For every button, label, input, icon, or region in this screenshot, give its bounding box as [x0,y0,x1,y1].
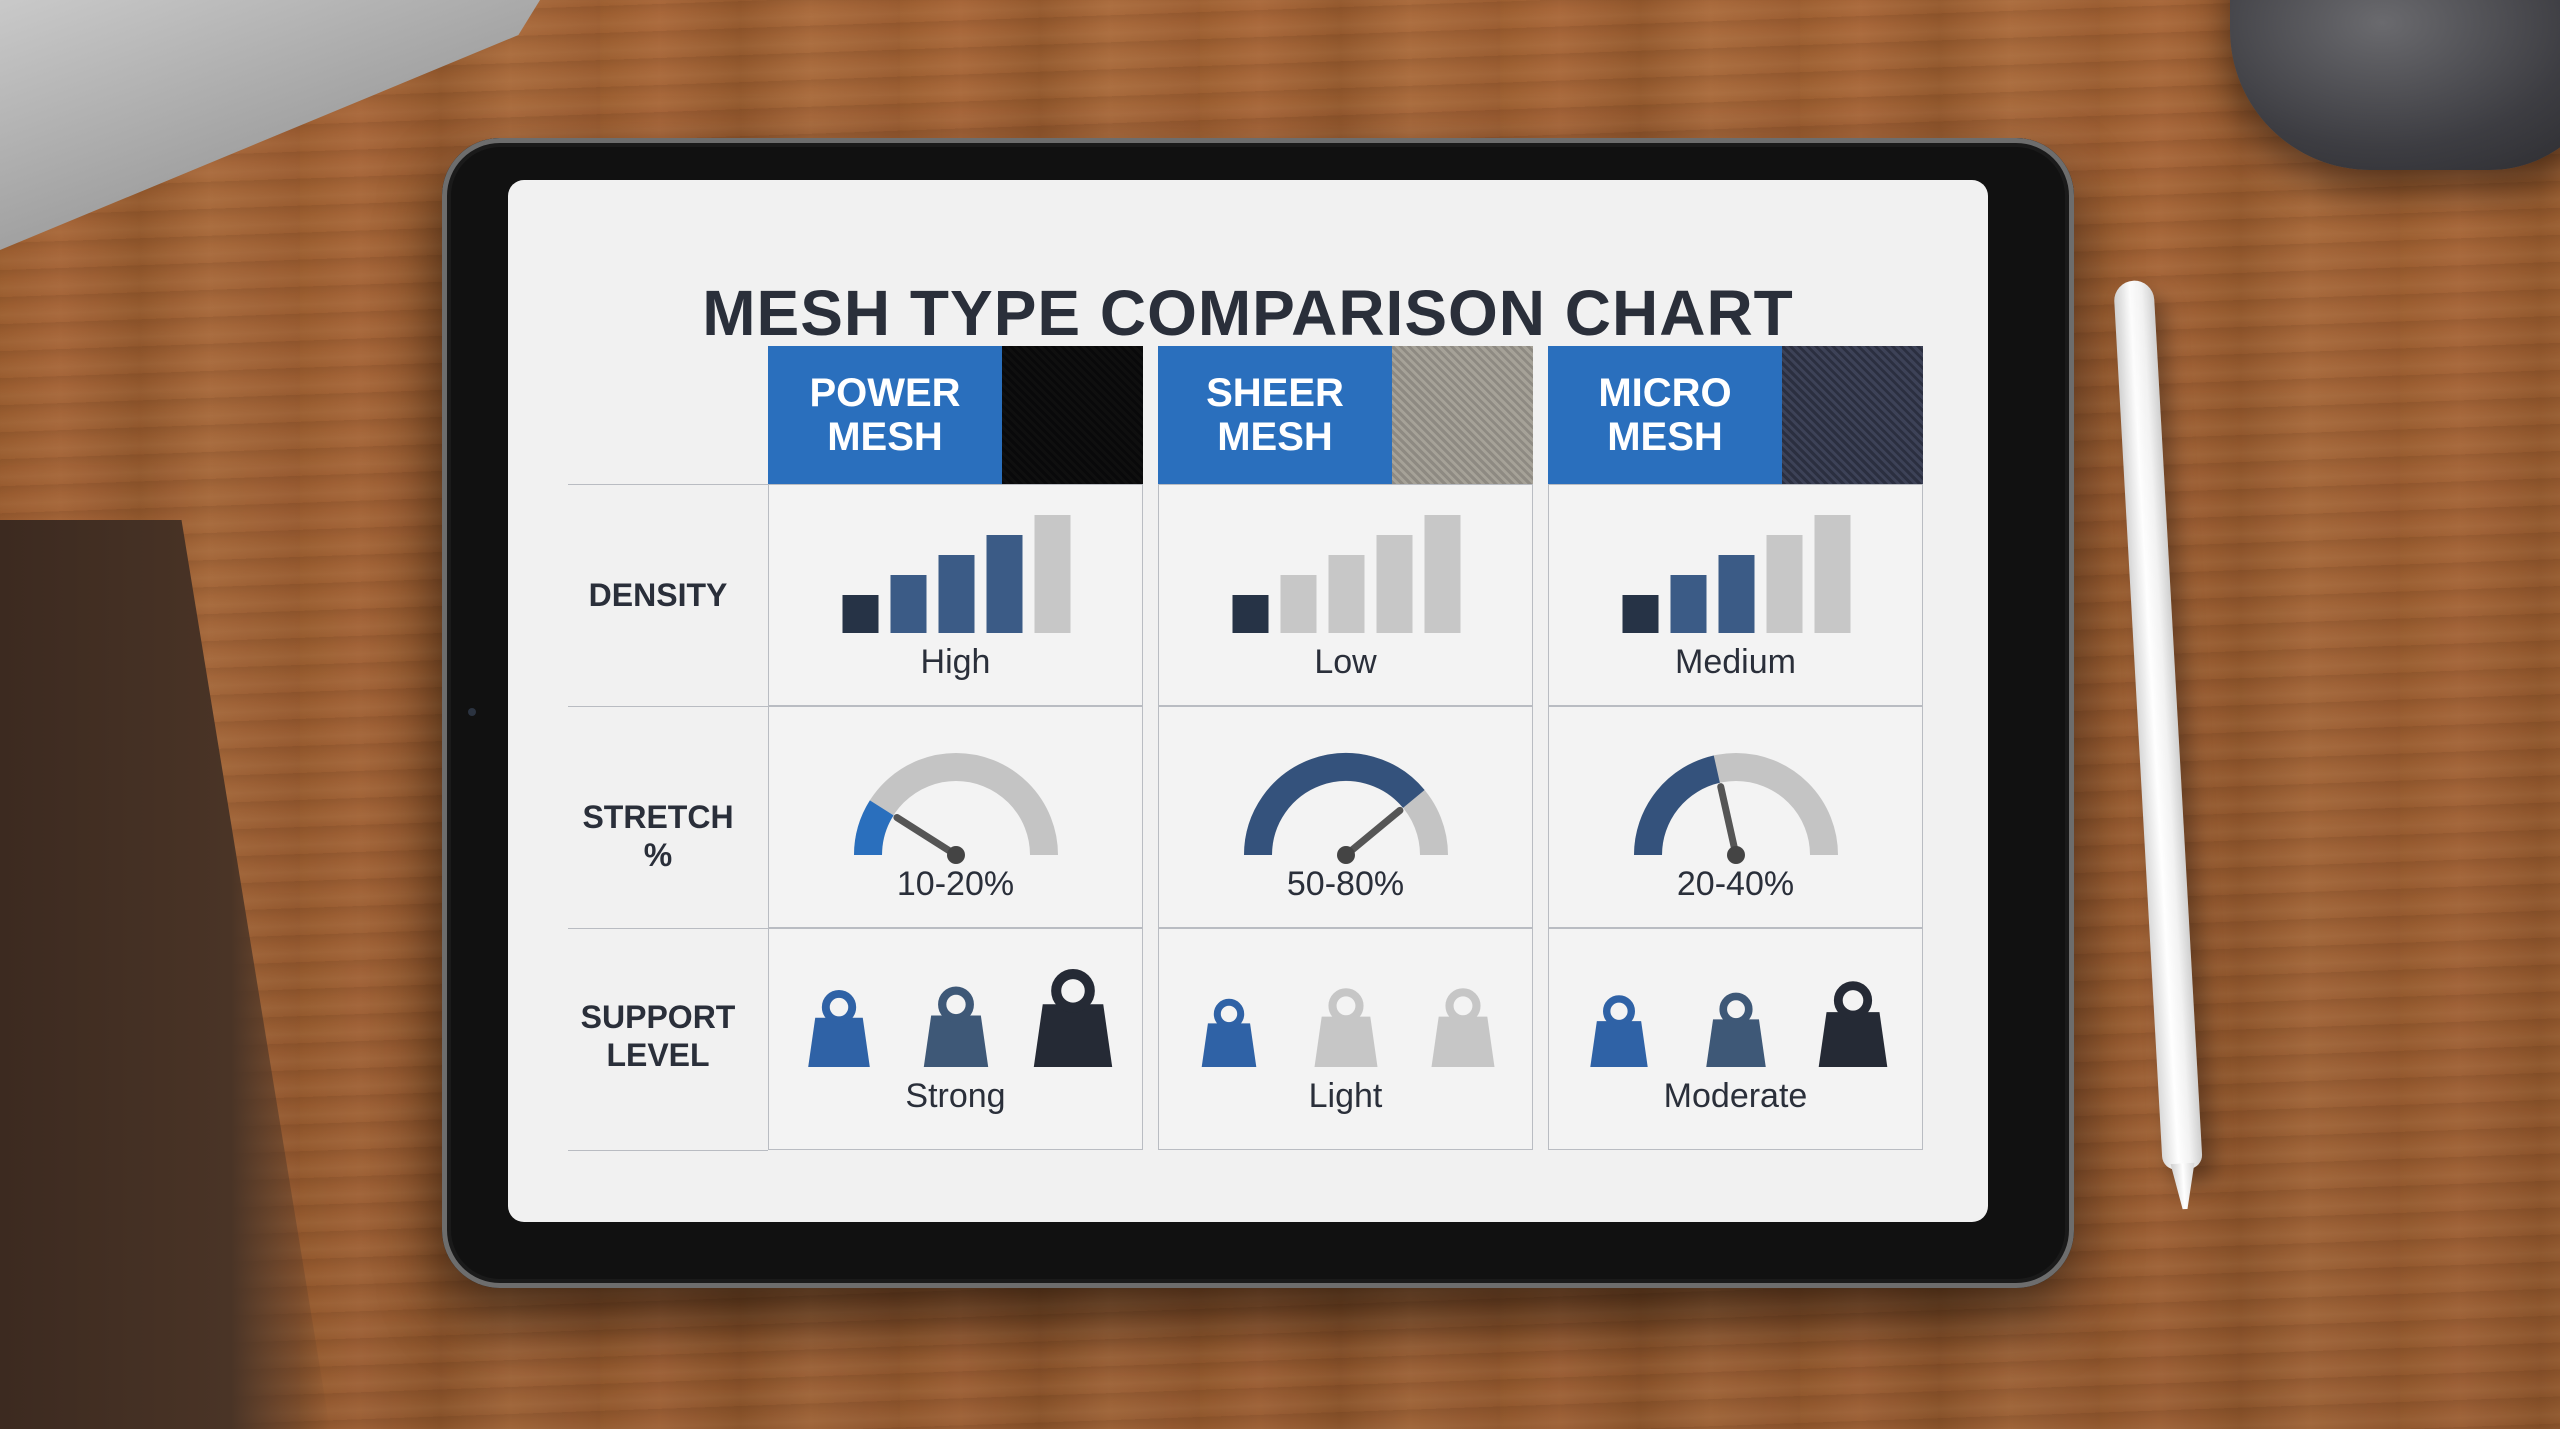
kettlebell-weight-icon [1590,981,1888,1067]
row-divider [568,928,768,929]
front-camera [468,708,476,716]
fabric-swatch-sheer-mesh [1392,346,1533,484]
gauge-icon [1244,753,1448,864]
density-cell-power: High [768,484,1143,706]
column-header-micro-mesh: MICRO MESH [1548,346,1923,484]
density-bar [1034,515,1071,633]
column-label: MICRO MESH [1548,346,1782,484]
density-bar [1622,595,1659,633]
density-bar [1280,575,1317,633]
density-bar [1766,535,1803,633]
weight-icon [1431,988,1495,1067]
weight-icon [1706,992,1766,1067]
density-bar [938,555,975,633]
stretch-cell-power: 10-20% [768,706,1143,928]
gauge-needle [1717,783,1740,859]
weight-icon [1201,998,1257,1067]
column-header-sheer-mesh: SHEER MESH [1158,346,1533,484]
density-bar [1232,595,1269,633]
gauge-hub [1727,846,1745,864]
stretch-cell-sheer: 50-80% [1158,706,1533,928]
gauge-track [854,753,1058,856]
fabric-swatch-micro-mesh [1782,346,1923,484]
support-cell-sheer: Light [1158,928,1533,1150]
weight-icon [923,986,989,1067]
gauge-fill [854,800,894,856]
stretch-value: 50-80% [1286,865,1405,903]
density-bar [986,535,1023,633]
weight-icon [1818,981,1888,1067]
tablet-screen: MESH TYPE COMPARISON CHART POWER MESH SH… [508,180,1988,1222]
kettlebell-weight-icon [1201,988,1495,1067]
density-bars-icon [1232,515,1461,633]
gauge-icon [1634,753,1838,864]
density-bar [1328,555,1365,633]
stretch-cell-micro: 20-40% [1548,706,1923,928]
density-bars-icon [1622,515,1851,633]
gauge-needle [1342,806,1404,859]
row-label-stretch: STRETCH % [582,799,734,873]
density-value: Medium [1675,643,1796,681]
gauge-fill [1634,755,1721,856]
weight-icon [1590,995,1648,1067]
weight-icon [1314,988,1378,1067]
support-value: Strong [905,1077,1006,1115]
tablet: MESH TYPE COMPARISON CHART POWER MESH SH… [442,138,2074,1288]
column-label: SHEER MESH [1158,346,1392,484]
weight-icon [1033,969,1113,1067]
speaker-device [2230,0,2560,170]
density-bar [1718,555,1755,633]
row-divider [568,484,768,485]
row-divider [568,706,768,707]
gauge-fill [1244,753,1425,856]
gauge-needle [893,813,960,859]
density-bars-icon [842,515,1071,633]
stretch-value: 10-20% [896,865,1015,903]
density-value: High [920,643,991,681]
density-bar [842,595,879,633]
density-bar [1376,535,1413,633]
density-value: Low [1314,643,1377,681]
column-header-power-mesh: POWER MESH [768,346,1143,484]
density-bar [890,575,927,633]
row-divider [568,1150,768,1151]
gauge-hub [1337,846,1355,864]
support-value: Light [1308,1077,1383,1115]
stretch-value: 20-40% [1676,865,1795,903]
comparison-table: POWER MESH SHEER MESH MICRO MESH DENSITY… [568,346,1928,1156]
column-label: POWER MESH [768,346,1002,484]
row-label-support: SUPPORT LEVEL [580,999,736,1073]
gauge-icon [854,753,1058,864]
support-cell-micro: Moderate [1548,928,1923,1150]
density-cell-micro: Medium [1548,484,1923,706]
density-cell-sheer: Low [1158,484,1533,706]
density-bar [1424,515,1461,633]
density-bar [1670,575,1707,633]
density-bar [1814,515,1851,633]
support-cell-power: Strong [768,928,1143,1150]
chart-title: MESH TYPE COMPARISON CHART [702,277,1794,349]
kettlebell-weight-icon [808,969,1113,1067]
fabric-swatch-power-mesh [1002,346,1143,484]
support-value: Moderate [1663,1077,1808,1115]
weight-icon [808,989,870,1067]
row-label-density: DENSITY [588,577,728,613]
gauge-hub [947,846,965,864]
